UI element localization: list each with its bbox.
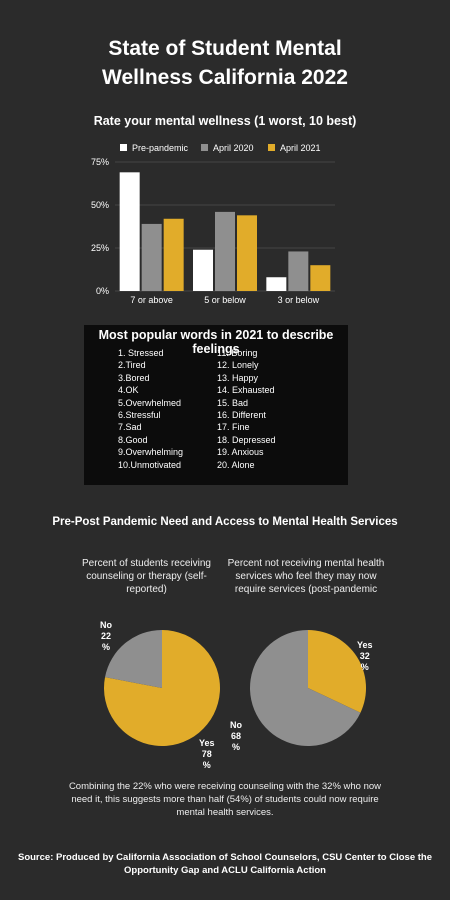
source-credit: Source: Produced by California Associati… [17,852,432,876]
legend-label-3: April 2021 [280,143,321,153]
legend-swatch-2 [201,144,208,151]
word-item-14: 14. Exhausted [217,385,275,396]
pie-2-no-name: No [230,720,242,730]
word-item-19: 19. Anxious [217,447,264,458]
wellness-bar-chart: Pre-pandemic April 2020 April 2021 0% 25% 50%… [91,143,335,305]
word-item-3: 3.Bored [118,372,150,383]
pie-2-no-unit: % [231,742,240,752]
pie-1-no-label: No 22 % [100,620,112,653]
word-item-15: 15. Bad [217,397,249,408]
word-item-11: 11. Boring [217,348,258,358]
pie-1-no-value: 22 [100,631,111,641]
word-item-16: 16. Different [217,410,266,421]
legend-label-2: April 2020 [213,143,254,153]
legend-label-1: Pre-pandemic [132,143,189,153]
y-tick-label-2: 50% [91,200,109,210]
title-line-1: State of Student Mental [108,37,342,60]
word-item-8: 8.Good [118,434,148,445]
pie-2-no-label: No 68 % [230,720,242,753]
y-tick-label-3: 75% [91,157,109,167]
words-list-left: 1. Stressed 2.Tired 3.Bored 4.OK 5.Overw… [118,347,183,471]
bar-2-2 [215,211,235,291]
word-item-18: 18. Depressed [217,434,276,445]
bar-1-3 [163,218,184,291]
pie-2-caption: Percent not receiving mental health serv… [227,558,385,595]
bar-3-1 [266,277,287,291]
bar-3-2 [288,251,309,291]
legend-swatch-3 [268,144,275,151]
pie-1-yes-unit: % [202,760,211,770]
bar-1-2 [141,223,162,291]
word-item-7: 7.Sad [118,422,142,433]
pie-1-yes-value: 78 [201,749,212,759]
page-title: State of Student Mental Wellness Califor… [0,34,450,92]
y-tick-label-1: 25% [91,243,109,253]
x-tick-label-3: 3 or below [278,295,320,305]
legend-swatch-1 [120,144,127,151]
pie-1-no-unit: % [101,642,110,652]
pie-2-yes-label: Yes 32 % [357,640,373,673]
bar-3-3 [310,265,331,291]
y-tick-label-0: 0% [96,286,109,296]
word-item-5: 5.Overwhelmed [118,397,182,408]
pie-1-caption: Percent of students receiving counseling… [82,558,211,595]
word-item-1: 1. Stressed [118,348,164,358]
pie-2-slice-yes [308,630,366,713]
x-tick-label-2: 5 or below [204,295,246,305]
bar-2-1 [193,249,213,291]
word-item-17: 17. Fine [217,422,250,433]
bar-chart-title: Rate your mental wellness (1 worst, 10 b… [93,114,357,128]
pie-1-yes-label: Yes 78 % [199,738,215,771]
word-item-6: 6.Stressful [118,410,161,421]
x-tick-label-1: 7 or above [130,295,173,305]
word-item-9: 9.Overwhelming [118,447,184,458]
word-item-4: 4.OK [118,385,139,396]
pie-2-yes-value: 32 [359,651,370,661]
pie-2-no-value: 68 [230,731,241,741]
popular-words-title: Most popular words in 2021 to describe f… [98,328,334,356]
popular-words-panel: Most popular words in 2021 to describe f… [84,325,348,485]
word-item-13: 13. Happy [217,372,259,383]
word-item-2: 2.Tired [118,360,146,371]
title-line-2: Wellness California 2022 [102,66,348,89]
pie-1-slice-no [105,630,162,688]
pie-1-yes-name: Yes [199,738,215,748]
word-item-10: 10.Unmotivated [118,459,182,470]
pie-2-yes-unit: % [360,662,369,672]
words-list-right: 11. Boring 12. Lonely 13. Happy 14. Exha… [217,347,276,471]
counseling-pie-chart [103,630,220,746]
need-services-pie-chart [250,630,366,746]
bar-1-1 [119,172,140,291]
pie-1-no-name: No [100,620,112,630]
pie-2-yes-name: Yes [357,640,373,650]
bar-2-3 [237,215,257,291]
word-item-20: 20. Alone [217,459,255,470]
services-section-title: Pre-Post Pandemic Need and Access to Men… [52,516,398,528]
word-item-12: 12. Lonely [217,360,259,371]
conclusion-text: Combining the 22% who were receiving cou… [68,781,382,818]
pie-2-slice-no [250,630,361,746]
